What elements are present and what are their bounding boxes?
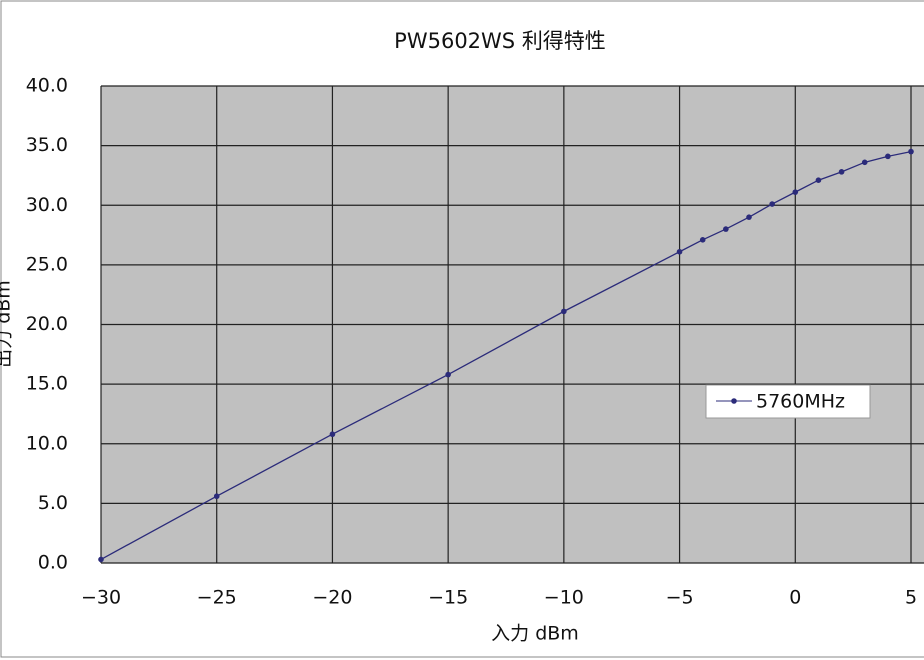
x-tick-label: −30 xyxy=(81,587,121,609)
y-tick-label: 5.0 xyxy=(38,492,68,514)
data-point xyxy=(329,431,336,438)
data-point xyxy=(885,153,891,160)
data-point xyxy=(769,201,775,207)
y-axis-label: 出力 dBm xyxy=(0,280,15,368)
legend-label: 5760MHz xyxy=(756,391,845,413)
y-tick-label: 30.0 xyxy=(26,194,68,216)
y-tick-label: 25.0 xyxy=(26,253,68,275)
data-point xyxy=(445,371,451,378)
data-point xyxy=(792,189,799,195)
x-tick-label: −15 xyxy=(428,587,468,609)
y-tick-label: 15.0 xyxy=(26,373,68,395)
data-point xyxy=(838,169,845,175)
legend-marker xyxy=(731,398,737,404)
x-tick-label: −20 xyxy=(312,587,352,609)
y-tick-label: 35.0 xyxy=(26,134,68,156)
x-tick-label: 0 xyxy=(789,587,801,609)
data-point xyxy=(98,556,104,563)
data-point xyxy=(561,308,567,315)
data-point xyxy=(213,493,220,500)
data-point xyxy=(815,177,822,184)
data-point xyxy=(723,226,729,232)
x-axis-label: 入力 dBm xyxy=(491,623,579,645)
x-tick-label: −5 xyxy=(666,587,694,609)
y-tick-label: 20.0 xyxy=(26,313,68,335)
chart-title: PW5602WS 利得特性 xyxy=(394,29,606,53)
y-tick-label: 40.0 xyxy=(26,75,68,97)
x-tick-label: 5 xyxy=(905,587,917,609)
data-point xyxy=(699,237,706,243)
data-point xyxy=(746,214,752,220)
x-tick-label: −10 xyxy=(544,587,584,609)
data-point xyxy=(676,248,683,255)
y-tick-label: 10.0 xyxy=(26,432,68,454)
series-line xyxy=(100,150,912,560)
grid xyxy=(100,85,924,564)
y-tick-label: 0.0 xyxy=(38,552,68,574)
data-point xyxy=(861,159,868,166)
series xyxy=(98,148,914,563)
data-point xyxy=(908,148,914,155)
x-tick-label: −25 xyxy=(197,587,237,609)
